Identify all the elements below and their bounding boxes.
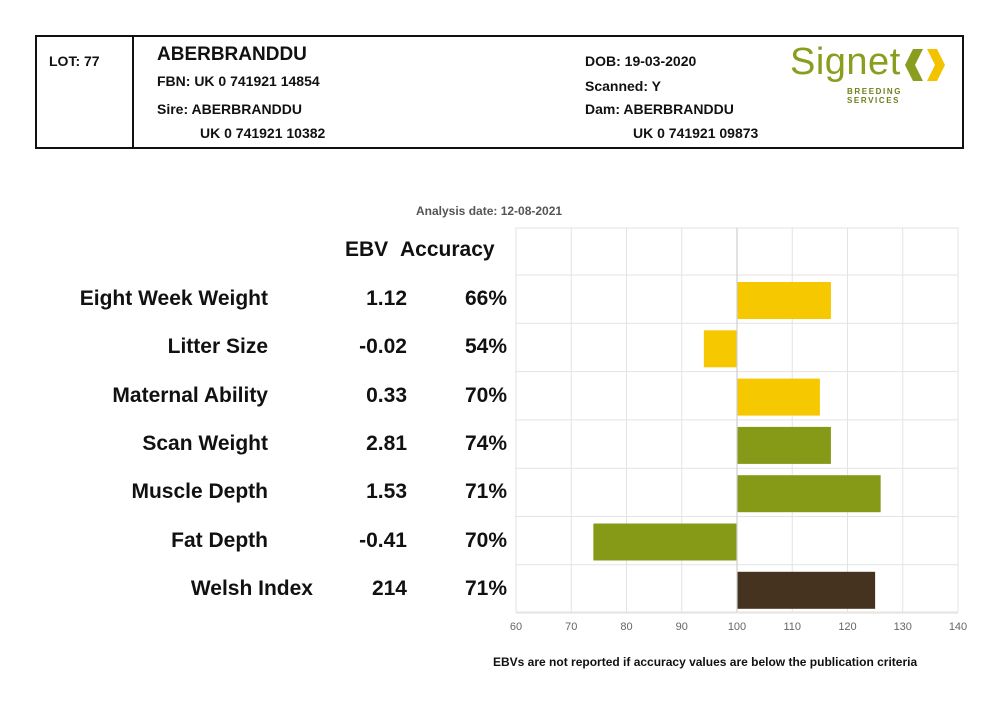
accuracy-value: 66% — [464, 287, 507, 310]
flock-book-number: FBN: UK 0 741921 14854 — [157, 73, 320, 89]
accuracy-value: 54% — [464, 335, 507, 359]
scanned-status: Scanned: Y — [585, 78, 661, 94]
x-tick-label: 130 — [894, 621, 912, 633]
x-tick-label: 100 — [728, 621, 746, 633]
dam-name: Dam: ABERBRANDDU — [585, 101, 734, 117]
logo-subtitle: BREEDING SERVICES — [847, 87, 903, 105]
bar-scan-weight — [737, 426, 831, 464]
x-tick-label: 70 — [565, 621, 577, 633]
ebv-value: -0.41 — [359, 528, 407, 552]
x-tick-label: 90 — [676, 621, 688, 633]
accuracy-value: 71% — [464, 480, 507, 504]
bar-muscle-depth — [737, 475, 881, 513]
accuracy-column-header: Accuracy — [400, 238, 495, 261]
trait-label: Maternal Ability — [112, 383, 268, 407]
signet-chevron-icon — [905, 49, 945, 81]
logo-wordmark: Signet — [790, 41, 901, 83]
trait-label: Fat Depth — [171, 528, 268, 552]
x-tick-label: 80 — [620, 621, 632, 633]
ebv-value: 0.33 — [366, 383, 407, 407]
lot-divider — [132, 37, 134, 147]
lot-number: LOT: 77 — [49, 53, 100, 69]
x-tick-label: 140 — [949, 621, 967, 633]
sire-id: UK 0 741921 10382 — [200, 125, 326, 141]
x-tick-label: 120 — [838, 621, 856, 633]
bar-eight-week-weight — [737, 282, 831, 319]
date-of-birth: DOB: 19-03-2020 — [585, 53, 697, 69]
ebv-value: 214 — [371, 576, 407, 600]
trait-label: Litter Size — [167, 335, 268, 359]
bar-litter-size — [703, 330, 737, 368]
ebv-value: 1.12 — [366, 287, 407, 310]
bar-fat-depth — [593, 523, 737, 561]
trait-label: Muscle Depth — [131, 480, 268, 504]
ebv-value: 2.81 — [366, 431, 407, 455]
analysis-date: Analysis date: 12-08-2021 — [416, 204, 563, 218]
accuracy-value: 74% — [464, 431, 507, 455]
dam-id: UK 0 741921 09873 — [633, 125, 759, 141]
ebv-value: 1.53 — [366, 480, 407, 504]
accuracy-value: 70% — [464, 528, 507, 552]
bar-welsh-index — [737, 571, 876, 609]
signet-logo: Signet BREEDING SERVICES — [790, 41, 950, 105]
accuracy-value: 70% — [464, 383, 507, 407]
bar-maternal-ability — [737, 378, 820, 416]
trait-label: Welsh Index — [190, 576, 313, 600]
footnote: EBVs are not reported if accuracy values… — [493, 655, 918, 669]
trait-label: Eight Week Weight — [79, 287, 268, 310]
accuracy-value: 71% — [464, 576, 507, 600]
animal-header: LOT: 77 ABERBRANDDU FBN: UK 0 741921 148… — [35, 35, 964, 149]
animal-name: ABERBRANDDU — [157, 44, 307, 65]
x-tick-label: 110 — [783, 621, 801, 633]
x-tick-label: 60 — [510, 621, 522, 633]
ebv-value: -0.02 — [359, 335, 407, 359]
trait-label: Scan Weight — [142, 431, 268, 455]
ebv-column-header: EBV — [345, 238, 389, 261]
sire-name: Sire: ABERBRANDDU — [157, 101, 302, 117]
